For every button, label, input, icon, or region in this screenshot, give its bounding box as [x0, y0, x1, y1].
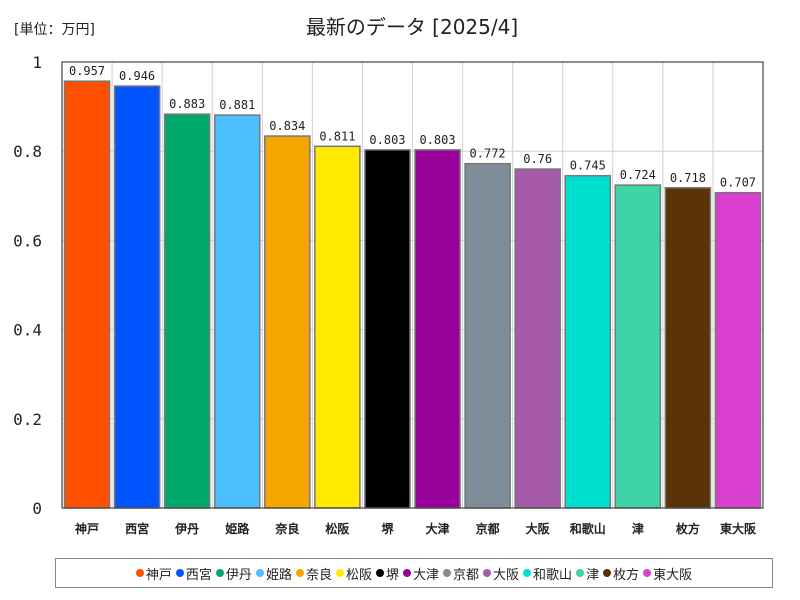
y-tick-label: 0	[32, 499, 42, 518]
legend-item: 大津	[403, 564, 439, 583]
y-tick-label: 0.2	[13, 410, 42, 429]
legend-item: 伊丹	[215, 564, 252, 583]
data-label: 0.707	[720, 176, 756, 190]
legend-label: 東大阪	[653, 567, 693, 583]
bar	[163, 113, 211, 509]
legend-marker	[443, 569, 452, 577]
x-tick-label: 大阪	[526, 521, 551, 536]
bar	[614, 184, 662, 509]
legend-item: 東大阪	[643, 564, 692, 583]
legend-marker	[483, 569, 492, 577]
legend-label: 松阪	[345, 567, 372, 583]
y-tick-label: 0.8	[13, 142, 42, 161]
bar	[464, 162, 511, 509]
unit-label: [単位：万円]	[14, 22, 95, 38]
legend-marker	[403, 569, 411, 577]
legend-label: 姫路	[265, 567, 292, 583]
data-label: 0.883	[169, 97, 205, 111]
legend-item: 堺	[375, 564, 399, 583]
legend-marker	[375, 569, 384, 577]
legend-item: 松阪	[335, 564, 372, 583]
legend-label: 大阪	[493, 567, 520, 583]
legend-item: 姫路	[255, 564, 292, 583]
x-tick-label: 堺	[381, 521, 394, 536]
data-label: 0.946	[119, 69, 155, 83]
data-label: 0.957	[69, 64, 105, 78]
bar	[414, 149, 461, 509]
legend-label: 和歌山	[533, 567, 573, 583]
legend-marker	[603, 569, 612, 577]
x-tick-label: 神戸	[75, 521, 99, 536]
bar	[514, 168, 561, 509]
bar	[714, 191, 762, 509]
x-tick-label: 京都	[476, 521, 500, 536]
chart-title: 最新のデータ [2025/4]	[306, 15, 518, 39]
data-label: 0.76	[523, 152, 552, 166]
legend-label: 奈良	[305, 567, 332, 583]
x-tick-label: 枚方	[676, 521, 700, 536]
x-tick-label: 姫路	[225, 521, 250, 536]
legend-item: 奈良	[295, 564, 332, 583]
legend-label: 西宮	[185, 567, 212, 583]
bar	[314, 145, 361, 509]
legend-marker	[255, 569, 264, 577]
legend-label: 枚方	[613, 567, 640, 583]
bar	[364, 149, 411, 509]
legend-marker	[523, 569, 532, 577]
legend-item: 和歌山	[523, 564, 572, 583]
legend-item: 津	[576, 564, 599, 583]
legend-item: 大阪	[483, 564, 519, 583]
legend-label: 大津	[413, 567, 440, 583]
bar	[564, 174, 612, 509]
data-label: 0.803	[419, 133, 455, 147]
legend-item: 西宮	[175, 564, 212, 583]
plot-frame	[61, 61, 764, 509]
data-label: 0.811	[319, 129, 355, 143]
x-tick-label: 津	[632, 521, 644, 536]
legend-marker	[215, 569, 224, 577]
legend-item: 神戸	[135, 564, 172, 583]
y-tick-label: 0.4	[13, 321, 42, 340]
bar	[63, 80, 111, 509]
data-label: 0.881	[219, 98, 255, 112]
legend-item: 京都	[443, 564, 479, 583]
data-label: 0.745	[570, 159, 606, 173]
legend-item: 枚方	[603, 564, 639, 583]
legend-label: 伊丹	[225, 567, 252, 583]
legend-label: 神戸	[145, 567, 172, 583]
legend-marker	[135, 569, 144, 577]
legend-marker	[576, 569, 585, 577]
data-label: 0.803	[369, 133, 405, 147]
data-label: 0.724	[620, 168, 656, 182]
bar	[113, 85, 161, 509]
x-tick-label: 伊丹	[174, 521, 199, 536]
data-label: 0.772	[470, 147, 506, 161]
legend-label: 京都	[453, 567, 480, 583]
x-tick-label: 東大阪	[720, 521, 757, 536]
x-tick-label: 奈良	[274, 521, 299, 536]
legend-marker	[175, 569, 184, 577]
y-tick-label: 0.6	[13, 231, 42, 250]
legend-marker	[295, 569, 304, 577]
chart-legend: 神戸 西宮 伊丹 姫路 奈良 松阪堺大津 京都 大阪 和歌山津枚方 東大阪	[55, 558, 773, 588]
legend-marker	[643, 569, 652, 577]
data-label: 0.718	[670, 171, 706, 185]
y-tick-label: 1	[32, 53, 42, 72]
x-tick-label: 和歌山	[569, 521, 606, 536]
data-label: 0.834	[269, 119, 305, 133]
legend-label: 堺	[385, 567, 399, 583]
x-tick-label: 西宮	[125, 521, 149, 536]
x-tick-label: 松阪	[325, 521, 350, 536]
legend-label: 津	[586, 567, 600, 583]
bar	[664, 187, 712, 509]
bar	[213, 114, 261, 509]
x-tick-label: 大津	[426, 521, 450, 536]
bar	[264, 135, 311, 509]
legend-marker	[335, 569, 344, 577]
